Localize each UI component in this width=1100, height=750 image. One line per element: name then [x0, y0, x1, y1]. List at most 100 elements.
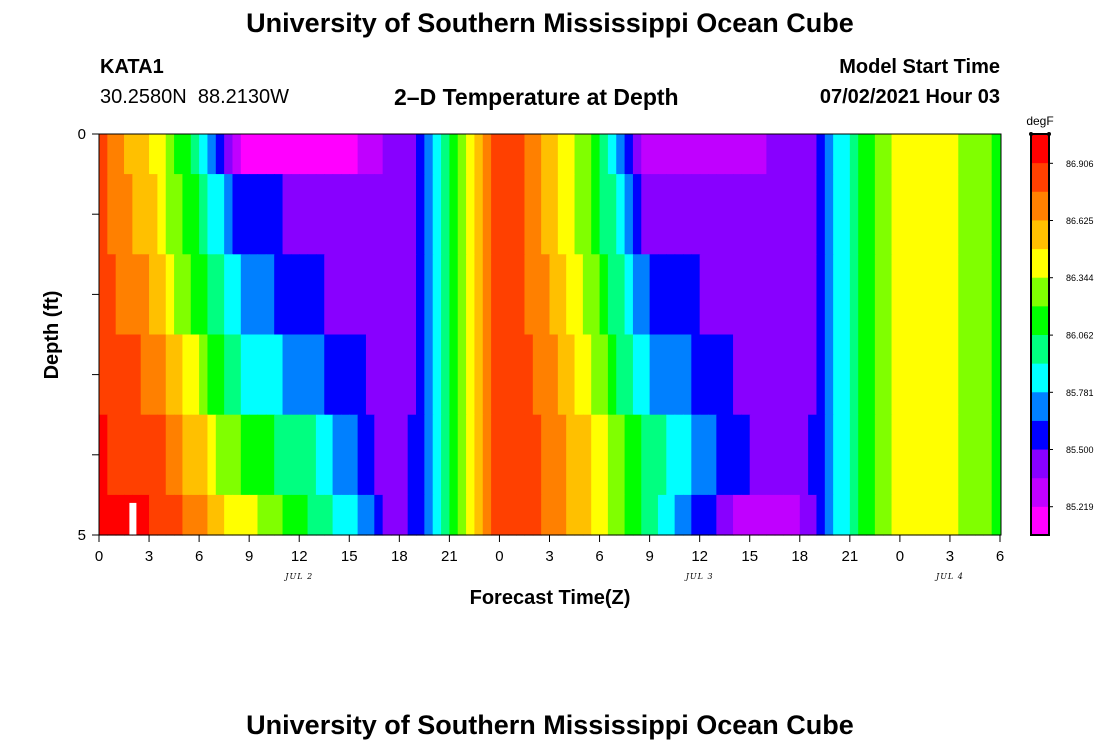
heatmap-cell [941, 334, 951, 416]
heatmap-cell [474, 494, 484, 536]
heatmap-cell [974, 134, 984, 175]
heatmap-cell [549, 174, 559, 255]
heatmap-cell [265, 494, 275, 536]
heatmap-cell [549, 494, 559, 536]
model-start-label: Model Start Time [839, 56, 1000, 78]
heatmap-cell [474, 174, 484, 255]
heatmap-cell [424, 494, 434, 536]
x-tick-label: 18 [391, 548, 408, 565]
heatmap-cell [157, 494, 167, 536]
heatmap-cell [908, 334, 918, 416]
heatmap-cell [324, 254, 334, 336]
heatmap-cell [132, 134, 142, 175]
heatmap-cell [774, 414, 784, 496]
heatmap-cell [824, 174, 834, 255]
heatmap-cell [674, 414, 684, 496]
heatmap-cell [407, 334, 417, 416]
heatmap-cell [974, 414, 984, 496]
heatmap-cell [199, 254, 209, 336]
heatmap-cell [916, 414, 926, 496]
heatmap-cell [783, 334, 793, 416]
colorbar-tick-label: 86.344 [1066, 273, 1094, 283]
heatmap-cell [749, 134, 759, 175]
heatmap-cell [224, 134, 234, 175]
heatmap-cell [416, 414, 425, 496]
heatmap-cell [199, 414, 209, 496]
heatmap-cell [816, 414, 826, 496]
heatmap-cell [140, 334, 150, 416]
heatmap-cell [891, 254, 901, 336]
heatmap-cell [858, 254, 868, 336]
heatmap-cell [941, 494, 951, 536]
heatmap-cell [841, 174, 851, 255]
heatmap-cell [190, 494, 200, 536]
heatmap-cell [349, 494, 359, 536]
heatmap-cell [265, 174, 275, 255]
heatmap-cell [499, 414, 509, 496]
heatmap-cell [858, 174, 868, 255]
heatmap-cell [941, 174, 951, 255]
colorbar-swatch [1031, 391, 1049, 421]
heatmap-cell [649, 254, 659, 336]
heatmap-cell [315, 134, 325, 175]
heatmap-cell [983, 174, 993, 255]
heatmap-cell [724, 494, 734, 536]
heatmap-cell [215, 494, 225, 536]
heatmap-cell [532, 134, 542, 175]
heatmap-cell [290, 414, 300, 496]
heatmap-cell [941, 134, 951, 175]
station-coordinates: 30.2580N 88.2130W [100, 86, 290, 108]
heatmap-cell [215, 414, 225, 496]
heatmap-cell [491, 494, 501, 536]
heatmap-cell [349, 254, 359, 336]
heatmap-cell [699, 134, 709, 175]
heatmap-cell [774, 134, 784, 175]
heatmap-cell [799, 174, 809, 255]
heatmap-cell [674, 174, 684, 255]
heatmap-cell [682, 494, 692, 536]
heatmap-cell [908, 254, 918, 336]
heatmap-cell [149, 414, 158, 496]
heatmap-cell [733, 174, 742, 255]
heatmap-cell [99, 494, 108, 536]
heatmap-cell [357, 254, 367, 336]
heatmap-cell [649, 174, 659, 255]
heatmap-cell [557, 174, 567, 255]
heatmap-cell [524, 414, 534, 496]
heatmap-cell [457, 334, 467, 416]
heatmap-cell [682, 134, 692, 175]
heatmap-cell [507, 414, 517, 496]
heatmap-cell [332, 494, 342, 536]
heatmap-cell [457, 174, 467, 255]
heatmap-cell [541, 134, 551, 175]
heatmap-cell [382, 334, 392, 416]
heatmap-cell [499, 494, 509, 536]
heatmap-cell [457, 494, 467, 536]
heatmap-cell [758, 174, 767, 255]
bottom-title: University of Southern Mississippi Ocean… [246, 710, 854, 740]
heatmap-cell [416, 134, 425, 175]
heatmap-cell [891, 494, 901, 536]
heatmap-cell [616, 334, 626, 416]
heatmap-cell [349, 174, 359, 255]
heatmap-cell [641, 174, 651, 255]
colorbar-tick-label: 86.906 [1066, 159, 1094, 169]
heatmap-cell [140, 134, 150, 175]
heatmap-cell [849, 134, 859, 175]
heatmap-cell [549, 134, 559, 175]
heatmap-cell [733, 414, 742, 496]
heatmap-cell [657, 254, 667, 336]
heatmap-cell [741, 494, 751, 536]
heatmap-cell [282, 334, 292, 416]
heatmap-cell [966, 414, 976, 496]
heatmap-cell [791, 334, 801, 416]
heatmap-cell [432, 134, 442, 175]
colorbar-swatch [1031, 449, 1049, 479]
heatmap-cell [365, 174, 375, 255]
heatmap-cell [607, 134, 617, 175]
heatmap-cell [232, 334, 242, 416]
heatmap-cell [891, 174, 901, 255]
heatmap-cell [482, 494, 492, 536]
heatmap-cell [783, 134, 793, 175]
heatmap-cell [741, 254, 751, 336]
